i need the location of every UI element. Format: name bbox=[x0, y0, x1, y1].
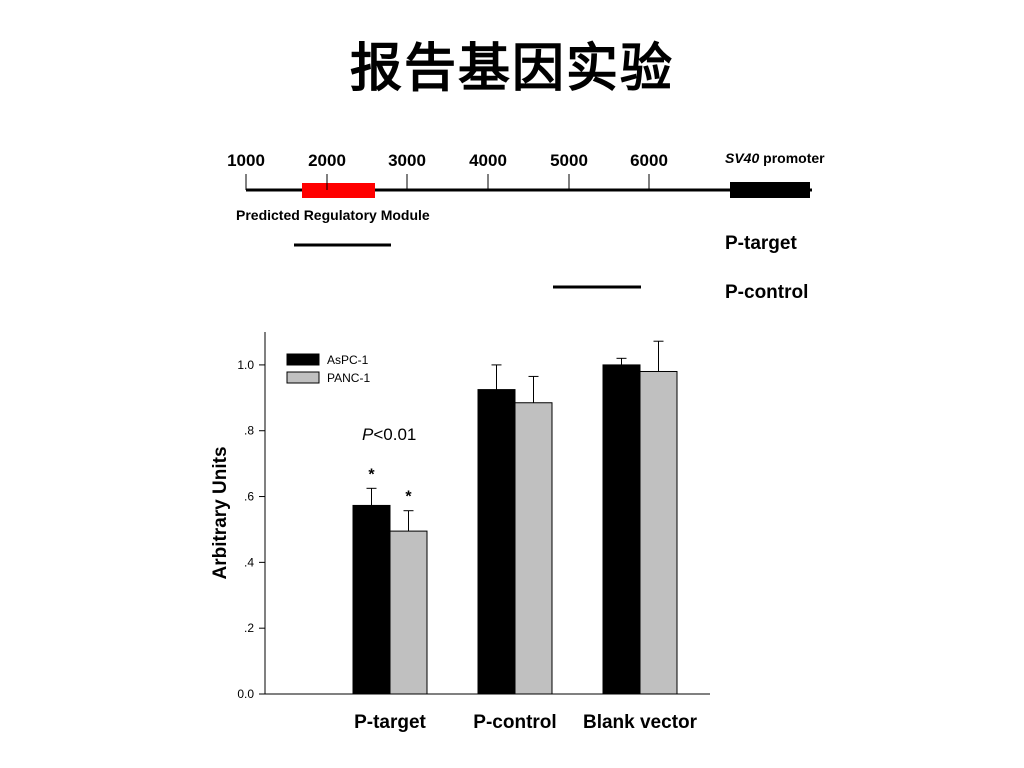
pcontrol-label: P-control bbox=[725, 282, 808, 303]
category-label: Blank vector bbox=[583, 712, 698, 733]
y-tick-label: .4 bbox=[244, 555, 254, 569]
significance-star: * bbox=[368, 466, 375, 483]
y-ticks: 0.0 .2 .4 .6 .8 1.0 bbox=[237, 358, 265, 701]
sv40-box bbox=[730, 182, 810, 198]
map-tick-label: 1000 bbox=[227, 151, 265, 170]
bar-aspc-1-1 bbox=[477, 389, 516, 695]
bar-aspc-1-2 bbox=[602, 364, 641, 695]
prm-box bbox=[302, 183, 375, 198]
bar-chart: 0.0 .2 .4 .6 .8 1.0 P-target P-control Blank ve… bbox=[210, 332, 710, 733]
slide-title: 报告基因实验 bbox=[349, 39, 674, 99]
bars bbox=[352, 340, 678, 695]
significance-star: * bbox=[405, 489, 412, 506]
ptarget-label: P-target bbox=[725, 233, 797, 254]
map-tick-label: 2000 bbox=[308, 151, 346, 170]
map-tick-label: 6000 bbox=[630, 151, 668, 170]
map-tick-label: 5000 bbox=[550, 151, 588, 170]
y-tick-label: .2 bbox=[244, 621, 254, 635]
p-value-annotation: P<0.01 bbox=[362, 425, 416, 444]
legend-label: PANC-1 bbox=[327, 371, 370, 385]
significance-markers: ** bbox=[368, 466, 412, 505]
gene-map: Predicted Regulatory Module SV40 promote… bbox=[227, 150, 825, 303]
y-tick-label: 0.0 bbox=[237, 687, 254, 701]
map-tick-label: 3000 bbox=[388, 151, 426, 170]
map-tick-label: 4000 bbox=[469, 151, 507, 170]
bar-panc-1-2 bbox=[639, 370, 678, 695]
y-tick-label: .8 bbox=[244, 424, 254, 438]
category-labels: P-target P-control Blank vector bbox=[354, 712, 698, 733]
legend-swatch bbox=[286, 353, 320, 366]
prm-label: Predicted Regulatory Module bbox=[236, 207, 430, 223]
y-axis-label: Arbitrary Units bbox=[210, 446, 231, 579]
bar-aspc-1-0 bbox=[352, 504, 391, 695]
sv40-label: SV40 promoter bbox=[725, 150, 825, 166]
legend-label: AsPC-1 bbox=[327, 353, 369, 367]
category-label: P-control bbox=[473, 712, 556, 733]
y-tick-label: .6 bbox=[244, 490, 254, 504]
bar-panc-1-0 bbox=[389, 530, 428, 695]
bar-panc-1-1 bbox=[514, 402, 553, 695]
y-tick-label: 1.0 bbox=[237, 358, 254, 372]
category-label: P-target bbox=[354, 712, 426, 733]
legend-swatch bbox=[286, 371, 320, 384]
legend: AsPC-1 PANC-1 bbox=[286, 353, 370, 385]
